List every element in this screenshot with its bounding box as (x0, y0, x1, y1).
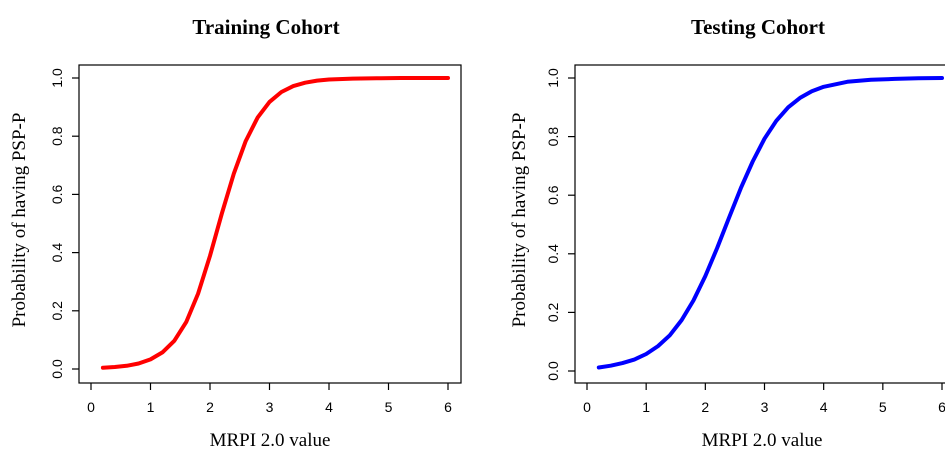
series-group (100, 76, 450, 370)
plot-frame (78, 64, 462, 384)
x-tick-label: 5 (879, 399, 887, 415)
x-axis-label: MRPI 2.0 value (702, 430, 823, 451)
y-axis-label: Probability of having PSP-P (509, 113, 530, 328)
y-tick-label: 0.8 (545, 127, 561, 147)
y-tick-label: 0.2 (49, 301, 65, 321)
training-cohort-panel: Training Cohort MRPI 2.0 value Probabili… (9, 15, 462, 451)
y-tick-label: 0.6 (49, 184, 65, 204)
x-tick-label: 0 (87, 399, 95, 415)
chart-title: Training Cohort (192, 15, 339, 39)
y-tick-label: 0.0 (545, 361, 561, 381)
x-tick-label: 6 (444, 399, 452, 415)
series-line (596, 76, 944, 370)
y-tick-label: 0.8 (49, 126, 65, 146)
y-tick-label: 1.0 (49, 68, 65, 88)
y-tick-label: 0.4 (49, 243, 65, 263)
y-axis-label: Probability of having PSP-P (9, 113, 30, 328)
series-line (100, 76, 450, 370)
x-tick-label: 6 (938, 399, 945, 415)
x-axis-label: MRPI 2.0 value (210, 430, 331, 451)
x-tick-label: 5 (385, 399, 393, 415)
testing-cohort-panel: Testing Cohort MRPI 2.0 value Probabilit… (509, 15, 945, 451)
x-tick-label: 2 (206, 399, 214, 415)
plot-frame (574, 64, 945, 384)
x-tick-label: 3 (761, 399, 769, 415)
axis-ticks: 0 1 2 3 4 5 6 0.0 0.2 0.4 0.6 0.8 1.0 (545, 68, 945, 415)
x-tick-label: 0 (583, 399, 591, 415)
y-tick-label: 0.6 (545, 185, 561, 205)
chart-title: Testing Cohort (691, 15, 825, 39)
y-tick-label: 0.0 (49, 359, 65, 379)
axis-ticks: 0 1 2 3 4 5 6 0.0 0.2 0.4 0.6 0.8 1.0 (49, 68, 452, 415)
series-group (596, 76, 944, 370)
x-tick-label: 1 (642, 399, 650, 415)
x-tick-label: 1 (147, 399, 155, 415)
x-tick-label: 4 (820, 399, 828, 415)
y-tick-label: 1.0 (545, 68, 561, 88)
x-tick-label: 3 (266, 399, 274, 415)
y-tick-label: 0.2 (545, 302, 561, 322)
x-tick-label: 2 (701, 399, 709, 415)
x-tick-label: 4 (325, 399, 333, 415)
y-tick-label: 0.4 (545, 244, 561, 264)
